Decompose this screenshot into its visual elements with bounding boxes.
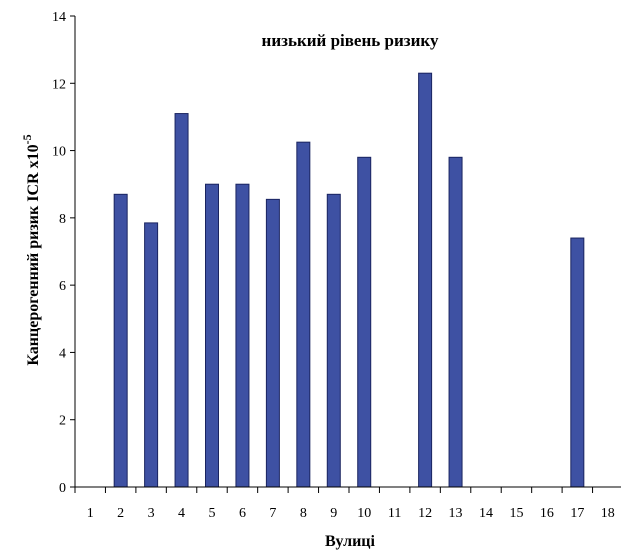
y-tick-label: 12 [52,77,66,92]
x-tick-label: 10 [357,506,371,521]
bar-13 [448,156,463,488]
x-tick-label: 8 [300,506,307,521]
x-axis-title: Вулиці [325,533,375,550]
bar-9 [326,193,341,488]
bar-4 [174,113,189,488]
x-tick-label: 17 [570,506,584,521]
x-tick-label: 15 [509,506,523,521]
bar-17 [570,237,585,488]
x-tick-label: 13 [449,506,463,521]
bar-5 [205,183,219,488]
y-ticks: 0 2 4 6 8 10 12 14 [52,10,75,496]
y-axis-title: Канцерогенний ризик ICR х10-5 [20,134,42,365]
bars-layer [113,72,585,488]
x-tick-label: 12 [418,506,432,521]
bar-7 [265,198,280,488]
x-tick-label: 9 [330,506,337,521]
x-tick-label: 16 [540,506,554,521]
x-tick-label: 18 [601,506,615,521]
y-tick-label: 0 [59,481,66,496]
chart-title: низький рівень ризику [262,31,439,50]
x-tick-label: 3 [148,506,155,521]
x-tick-label: 11 [388,506,401,521]
x-tick-label: 5 [209,506,216,521]
y-tick-label: 4 [59,346,66,361]
y-tick-label: 14 [52,10,66,25]
y-tick-label: 8 [59,212,66,227]
x-tick-label: 4 [178,506,185,521]
x-tick-label: 6 [239,506,246,521]
bar-12 [418,72,433,488]
x-tick-label: 1 [87,506,94,521]
y-tick-label: 10 [52,145,66,160]
bar-10 [357,156,372,488]
x-tick-label: 7 [269,506,276,521]
bar-2 [113,193,128,488]
bar-6 [235,183,250,488]
bar-3 [144,222,159,488]
y-tick-label: 6 [59,279,66,294]
y-tick-label: 2 [59,414,66,429]
y-axis-title-main: Канцерогенний ризик ICR х10 [25,144,42,365]
x-tick-label: 2 [117,506,124,521]
x-ticks: 1 2 3 4 5 6 7 8 9 10 11 12 13 14 15 16 17 18 [74,487,615,521]
bar-8 [296,141,311,488]
y-axis-title-exponent: -5 [20,134,34,144]
x-tick-label: 14 [479,506,493,521]
